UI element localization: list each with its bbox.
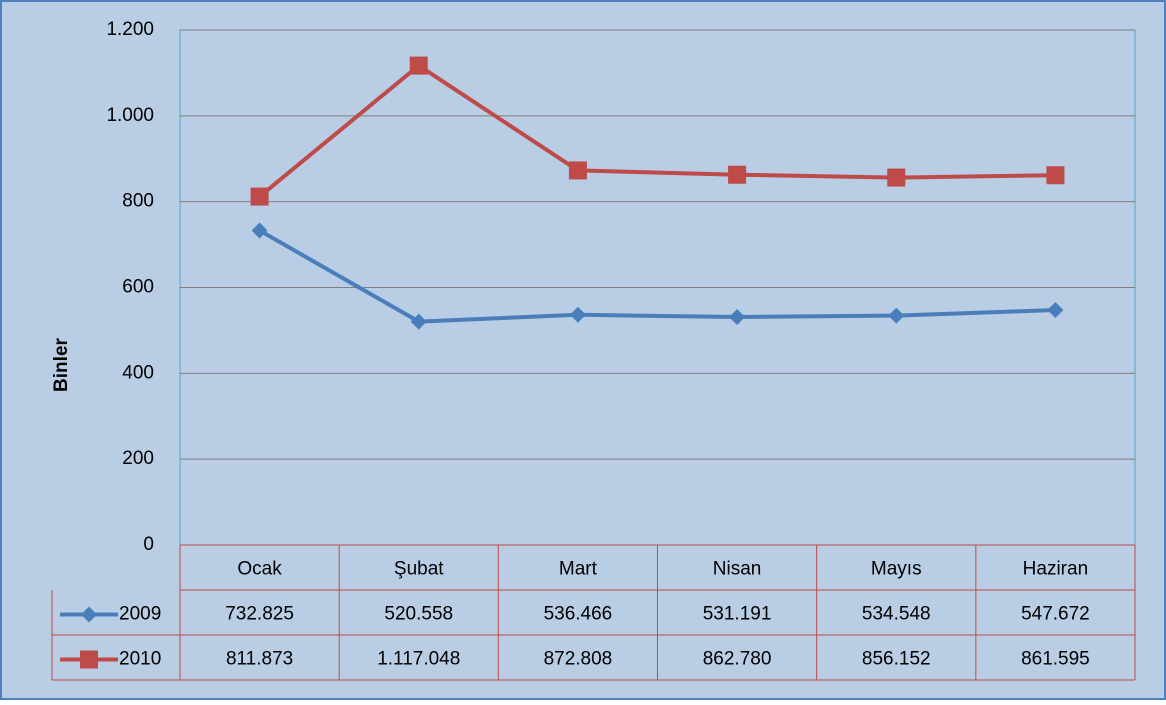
y-tick-label: 0 bbox=[143, 534, 154, 555]
series-marker bbox=[888, 307, 905, 324]
legend-label: 2009 bbox=[119, 604, 161, 625]
series-marker bbox=[410, 313, 427, 330]
table-value: 732.825 bbox=[225, 604, 294, 625]
legend-label: 2010 bbox=[119, 649, 161, 670]
x-tick-label: Mayıs bbox=[871, 559, 922, 580]
y-tick-label: 600 bbox=[122, 277, 154, 298]
y-tick-label: 400 bbox=[122, 362, 154, 383]
series-marker bbox=[887, 168, 906, 187]
table-value: 811.873 bbox=[226, 649, 293, 670]
series-marker bbox=[729, 309, 746, 326]
table-value: 856.152 bbox=[862, 649, 931, 670]
legend-marker bbox=[80, 650, 98, 669]
series-marker bbox=[568, 161, 587, 180]
y-tick-label: 1.000 bbox=[106, 105, 154, 126]
x-tick-label: Nisan bbox=[713, 559, 762, 580]
table-value: 536.466 bbox=[544, 604, 613, 625]
table-value: 862.780 bbox=[703, 649, 772, 670]
series-marker bbox=[569, 306, 586, 323]
x-tick-label: Mart bbox=[559, 559, 598, 580]
series-marker bbox=[1047, 301, 1064, 318]
series-marker bbox=[728, 165, 747, 184]
series-marker bbox=[409, 56, 428, 75]
series-line bbox=[258, 63, 1056, 199]
x-tick-label: Şubat bbox=[394, 559, 444, 580]
series-marker bbox=[1046, 166, 1065, 185]
table-value: 531.191 bbox=[703, 604, 772, 625]
table-value: 534.548 bbox=[862, 604, 931, 625]
y-axis-label: Binler bbox=[51, 337, 72, 391]
table-value: 520.558 bbox=[384, 604, 453, 625]
table-value: 861.595 bbox=[1021, 649, 1090, 670]
y-tick-label: 1.200 bbox=[106, 19, 154, 40]
y-tick-label: 800 bbox=[122, 191, 154, 212]
y-tick-label: 200 bbox=[122, 448, 154, 469]
series-marker bbox=[250, 187, 269, 206]
table-value: 872.808 bbox=[544, 649, 613, 670]
series-marker bbox=[251, 222, 268, 239]
x-tick-label: Haziran bbox=[1023, 559, 1088, 580]
x-tick-label: Ocak bbox=[237, 559, 282, 580]
legend-marker bbox=[81, 606, 97, 623]
table-value: 547.672 bbox=[1021, 604, 1090, 625]
table-value: 1.117.048 bbox=[377, 649, 460, 670]
series-line bbox=[258, 228, 1056, 324]
